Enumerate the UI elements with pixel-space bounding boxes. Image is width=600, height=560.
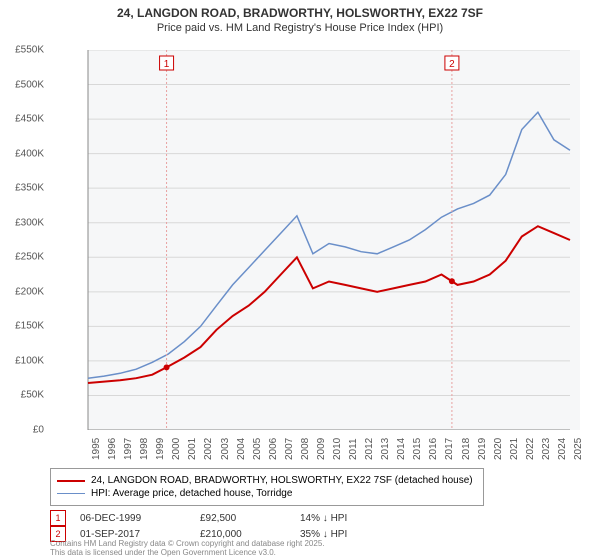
chart-title-line2: Price paid vs. HM Land Registry's House …	[0, 22, 600, 34]
x-tick-label: 2018	[461, 438, 472, 460]
x-tick-label: 2024	[557, 438, 568, 460]
y-tick-label: £550K	[15, 45, 44, 56]
x-tick-label: 1997	[123, 438, 134, 460]
y-tick-label: £0	[33, 425, 44, 436]
x-tick-label: 2011	[348, 438, 359, 460]
x-tick-label: 2016	[428, 438, 439, 460]
x-tick-label: 2004	[236, 438, 247, 460]
x-tick-label: 2023	[541, 438, 552, 460]
footnote-line2: This data is licensed under the Open Gov…	[50, 548, 325, 558]
x-tick-label: 2017	[444, 438, 455, 460]
x-tick-label: 1995	[91, 438, 102, 460]
y-tick-label: £500K	[15, 79, 44, 90]
y-tick-label: £400K	[15, 148, 44, 159]
legend-item: HPI: Average price, detached house, Torr…	[57, 488, 477, 499]
svg-text:1: 1	[164, 59, 170, 70]
chart-title-line1: 24, LANGDON ROAD, BRADWORTHY, HOLSWORTHY…	[0, 0, 600, 22]
chart-plot-area: 12	[50, 50, 580, 430]
x-tick-label: 2012	[364, 438, 375, 460]
x-tick-label: 1999	[155, 438, 166, 460]
x-tick-label: 2006	[268, 438, 279, 460]
marker-price: £92,500	[200, 513, 300, 524]
x-tick-label: 2015	[412, 438, 423, 460]
y-tick-label: £300K	[15, 217, 44, 228]
x-tick-label: 1998	[139, 438, 150, 460]
y-tick-label: £200K	[15, 286, 44, 297]
x-tick-label: 2019	[477, 438, 488, 460]
x-tick-label: 2022	[525, 438, 536, 460]
x-tick-label: 2003	[220, 438, 231, 460]
marker-delta: 14% ↓ HPI	[300, 513, 400, 524]
legend-swatch	[57, 480, 85, 482]
x-tick-label: 2010	[332, 438, 343, 460]
x-tick-label: 2000	[171, 438, 182, 460]
x-tick-label: 2005	[252, 438, 263, 460]
legend-item: 24, LANGDON ROAD, BRADWORTHY, HOLSWORTHY…	[57, 475, 477, 486]
x-tick-label: 2020	[493, 438, 504, 460]
x-tick-label: 2007	[284, 438, 295, 460]
x-tick-label: 2014	[396, 438, 407, 460]
footnote-line1: Contains HM Land Registry data © Crown c…	[50, 539, 325, 549]
svg-text:2: 2	[449, 59, 455, 70]
legend-label: 24, LANGDON ROAD, BRADWORTHY, HOLSWORTHY…	[91, 475, 473, 486]
y-tick-label: £150K	[15, 321, 44, 332]
y-tick-label: £100K	[15, 355, 44, 366]
marker-number-box: 1	[50, 510, 66, 526]
marker-table: 106-DEC-1999£92,50014% ↓ HPI201-SEP-2017…	[50, 510, 400, 542]
legend-label: HPI: Average price, detached house, Torr…	[91, 488, 292, 499]
y-tick-label: £450K	[15, 114, 44, 125]
marker-date: 06-DEC-1999	[80, 513, 200, 524]
footnote: Contains HM Land Registry data © Crown c…	[50, 539, 325, 558]
marker-label: 2	[445, 56, 459, 70]
x-tick-label: 2013	[380, 438, 391, 460]
y-tick-label: £250K	[15, 252, 44, 263]
legend: 24, LANGDON ROAD, BRADWORTHY, HOLSWORTHY…	[50, 468, 484, 506]
y-tick-label: £350K	[15, 183, 44, 194]
marker-row: 1 06-DEC-1999£92,50014% ↓ HPI	[50, 510, 400, 526]
y-tick-label: £50K	[21, 390, 44, 401]
marker-label: 1	[160, 56, 174, 70]
x-tick-label: 2008	[300, 438, 311, 460]
legend-swatch	[57, 493, 85, 494]
x-tick-label: 2025	[573, 438, 584, 460]
x-tick-label: 1996	[107, 438, 118, 460]
series-line-hpi	[88, 112, 570, 378]
y-axis-labels: £0£50K£100K£150K£200K£250K£300K£350K£400…	[0, 50, 48, 430]
x-axis-labels: 1995 1996 1997 1998 1999 2000 2001 2002 2003 2004…	[50, 432, 580, 472]
x-tick-label: 2002	[203, 438, 214, 460]
x-tick-label: 2001	[187, 438, 198, 460]
x-tick-label: 2021	[509, 438, 520, 460]
series-line-price_paid	[88, 226, 570, 383]
x-tick-label: 2009	[316, 438, 327, 460]
